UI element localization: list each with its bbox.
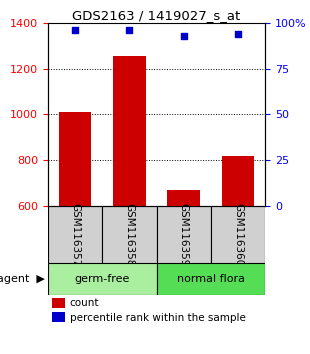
Bar — [157, 263, 265, 295]
Bar — [113, 56, 146, 206]
Text: normal flora: normal flora — [177, 274, 245, 284]
Bar — [48, 206, 102, 263]
Bar — [48, 263, 157, 295]
Bar — [167, 190, 200, 206]
Point — [236, 31, 241, 37]
Bar — [157, 206, 211, 263]
Text: percentile rank within the sample: percentile rank within the sample — [70, 313, 246, 322]
Text: agent  ▶: agent ▶ — [0, 274, 45, 284]
Text: GSM116360: GSM116360 — [233, 203, 243, 266]
Text: germ-free: germ-free — [75, 274, 130, 284]
Point — [181, 33, 186, 39]
Text: GSM116357: GSM116357 — [70, 203, 80, 266]
Bar — [52, 298, 65, 308]
Point — [127, 28, 132, 33]
Title: GDS2163 / 1419027_s_at: GDS2163 / 1419027_s_at — [73, 9, 241, 22]
Text: GSM116359: GSM116359 — [179, 203, 189, 266]
Bar — [52, 313, 65, 322]
Bar — [222, 155, 254, 206]
Bar — [211, 206, 265, 263]
Text: count: count — [70, 298, 99, 308]
Text: GSM116358: GSM116358 — [124, 203, 135, 266]
Bar — [59, 112, 91, 206]
Bar — [102, 206, 157, 263]
Point — [73, 28, 78, 33]
